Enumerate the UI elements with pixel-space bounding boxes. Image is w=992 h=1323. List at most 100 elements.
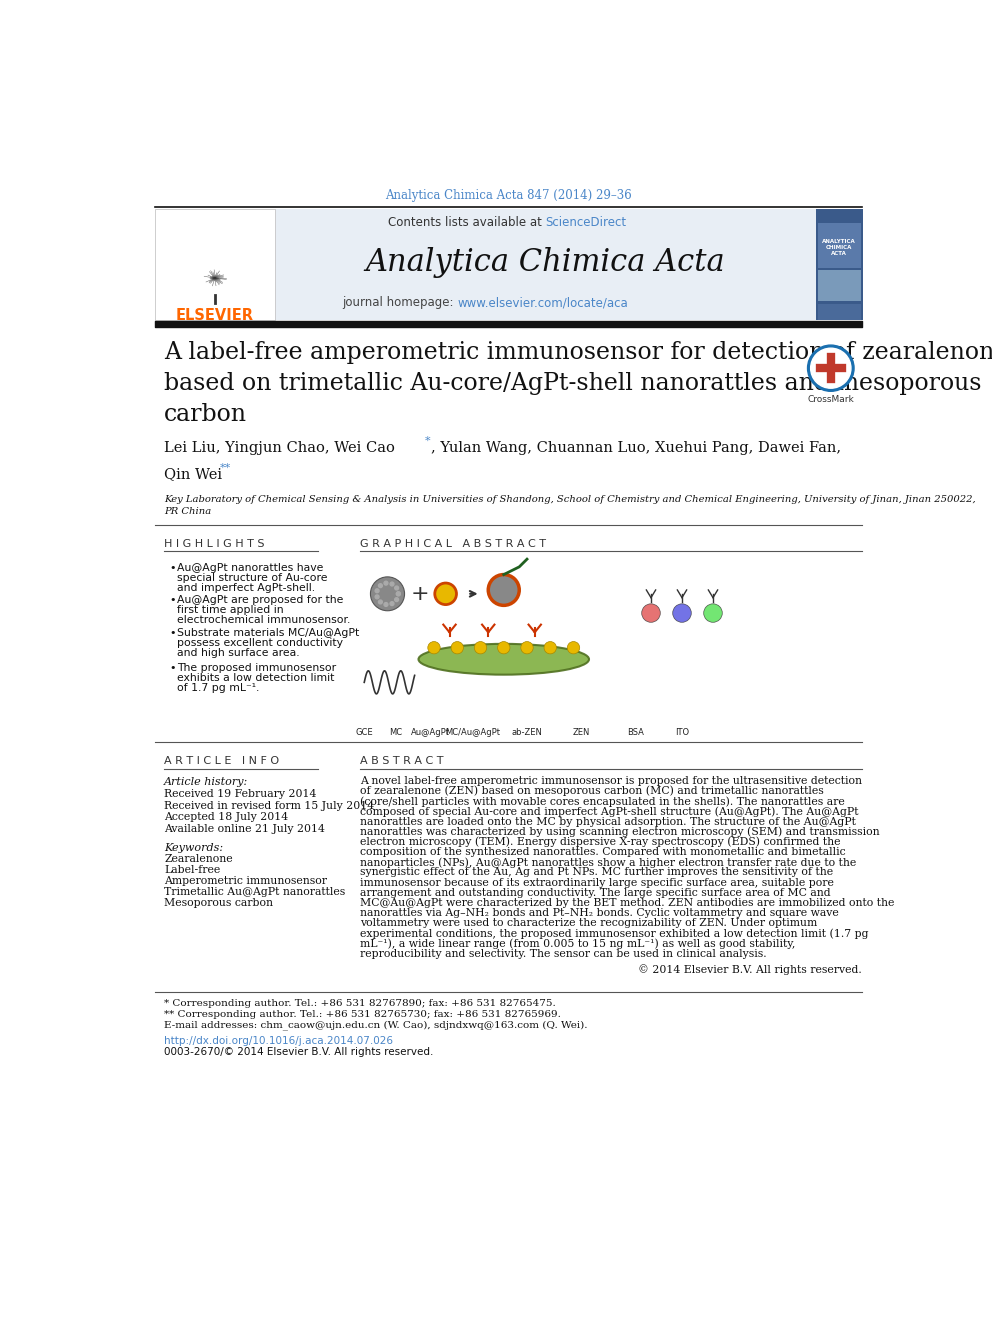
Text: Zearalenone: Zearalenone	[165, 855, 233, 864]
Text: Au@AgPt: Au@AgPt	[411, 728, 449, 737]
Text: voltammetry were used to characterize the recognizability of ZEN. Under optimum: voltammetry were used to characterize th…	[360, 918, 817, 929]
Text: Mesoporous carbon: Mesoporous carbon	[165, 897, 274, 908]
Circle shape	[379, 601, 382, 603]
Text: composed of special Au-core and imperfect AgPt-shell structure (Au@AgPt). The Au: composed of special Au-core and imperfec…	[360, 806, 859, 816]
Text: * Corresponding author. Tel.: +86 531 82767890; fax: +86 531 82765475.: * Corresponding author. Tel.: +86 531 82…	[165, 999, 557, 1008]
FancyBboxPatch shape	[817, 224, 861, 269]
Circle shape	[810, 348, 851, 388]
Text: , Yulan Wang, Chuannan Luo, Xuehui Pang, Dawei Fan,: , Yulan Wang, Chuannan Luo, Xuehui Pang,…	[431, 441, 841, 455]
FancyBboxPatch shape	[155, 209, 275, 320]
Text: special structure of Au-core: special structure of Au-core	[177, 573, 327, 583]
Text: MC/Au@AgPt: MC/Au@AgPt	[445, 728, 500, 737]
Text: exhibits a low detection limit: exhibits a low detection limit	[177, 673, 334, 683]
Text: nanoparticles (NPs), Au@AgPt nanorattles show a higher electron transfer rate du: nanoparticles (NPs), Au@AgPt nanorattles…	[360, 857, 857, 868]
Circle shape	[428, 642, 440, 654]
Circle shape	[567, 642, 579, 654]
Text: carbon: carbon	[165, 404, 247, 426]
Text: A novel label-free amperometric immunosensor is proposed for the ultrasensitive : A novel label-free amperometric immunose…	[360, 775, 862, 786]
Text: •: •	[169, 595, 176, 606]
Text: E-mail addresses: chm_caow@ujn.edu.cn (W. Cao), sdjndxwq@163.com (Q. Wei).: E-mail addresses: chm_caow@ujn.edu.cn (W…	[165, 1020, 588, 1031]
Circle shape	[390, 582, 394, 586]
Text: nanorattles are loaded onto the MC by physical adsorption. The structure of the : nanorattles are loaded onto the MC by ph…	[360, 816, 856, 827]
Text: Available online 21 July 2014: Available online 21 July 2014	[165, 824, 325, 833]
Text: **: **	[220, 463, 231, 474]
FancyBboxPatch shape	[817, 303, 861, 320]
Text: first time applied in: first time applied in	[177, 606, 284, 615]
Text: nanorattles via Ag–NH₂ bonds and Pt–NH₂ bonds. Cyclic voltammetry and square wav: nanorattles via Ag–NH₂ bonds and Pt–NH₂ …	[360, 908, 839, 918]
Text: ANALYTICA
CHIMICA
ACTA: ANALYTICA CHIMICA ACTA	[822, 238, 856, 257]
Circle shape	[807, 345, 854, 392]
Text: www.elsevier.com/locate/aca: www.elsevier.com/locate/aca	[457, 296, 628, 310]
Text: •: •	[169, 663, 176, 673]
Text: http://dx.doi.org/10.1016/j.aca.2014.07.026: http://dx.doi.org/10.1016/j.aca.2014.07.…	[165, 1036, 393, 1046]
Circle shape	[384, 581, 388, 585]
Circle shape	[488, 574, 519, 606]
Text: electrochemical immunosensor.: electrochemical immunosensor.	[177, 615, 350, 626]
FancyBboxPatch shape	[275, 209, 816, 320]
Text: synergistic effect of the Au, Ag and Pt NPs. MC further improves the sensitivity: synergistic effect of the Au, Ag and Pt …	[360, 868, 833, 877]
Text: and imperfect AgPt-shell.: and imperfect AgPt-shell.	[177, 583, 314, 593]
Text: experimental conditions, the proposed immunosensor exhibited a low detection lim: experimental conditions, the proposed im…	[360, 929, 869, 938]
Text: (core/shell particles with movable cores encapsulated in the shells). The nanora: (core/shell particles with movable cores…	[360, 796, 845, 807]
Text: © 2014 Elsevier B.V. All rights reserved.: © 2014 Elsevier B.V. All rights reserved…	[638, 964, 862, 975]
Text: Au@AgPt nanorattles have: Au@AgPt nanorattles have	[177, 564, 323, 573]
Text: ELSEVIER: ELSEVIER	[176, 307, 254, 323]
Text: Analytica Chimica Acta 847 (2014) 29–36: Analytica Chimica Acta 847 (2014) 29–36	[385, 189, 632, 202]
FancyBboxPatch shape	[817, 270, 861, 302]
Text: CrossMark: CrossMark	[807, 394, 854, 404]
Circle shape	[451, 642, 463, 654]
Text: MC: MC	[389, 728, 402, 737]
Text: GCE: GCE	[355, 728, 373, 737]
Text: reproducibility and selectivity. The sensor can be used in clinical analysis.: reproducibility and selectivity. The sen…	[360, 949, 767, 959]
Text: The proposed immunosensor: The proposed immunosensor	[177, 663, 336, 673]
FancyBboxPatch shape	[816, 209, 863, 320]
Text: Keywords:: Keywords:	[165, 843, 223, 853]
Text: Received in revised form 15 July 2014: Received in revised form 15 July 2014	[165, 800, 374, 811]
Text: Accepted 18 July 2014: Accepted 18 July 2014	[165, 812, 289, 822]
Text: A label-free amperometric immunosensor for detection of zearalenone: A label-free amperometric immunosensor f…	[165, 341, 992, 364]
Circle shape	[375, 589, 379, 593]
Text: •: •	[169, 564, 176, 573]
Circle shape	[397, 591, 401, 595]
Text: Label-free: Label-free	[165, 865, 220, 876]
Circle shape	[379, 583, 382, 587]
Text: G R A P H I C A L   A B S T R A C T: G R A P H I C A L A B S T R A C T	[360, 538, 547, 549]
Ellipse shape	[419, 644, 589, 675]
Text: based on trimetallic Au-core/AgPt-shell nanorattles and mesoporous: based on trimetallic Au-core/AgPt-shell …	[165, 372, 982, 396]
Text: •: •	[169, 628, 176, 639]
Circle shape	[375, 595, 379, 599]
Text: immunosensor because of its extraordinarily large specific surface area, suitabl: immunosensor because of its extraordinar…	[360, 877, 834, 888]
Text: ITO: ITO	[675, 728, 689, 737]
Text: H I G H L I G H T S: H I G H L I G H T S	[165, 538, 265, 549]
Text: journal homepage:: journal homepage:	[342, 296, 457, 310]
Text: BSA: BSA	[627, 728, 644, 737]
Circle shape	[642, 603, 661, 622]
Circle shape	[395, 598, 399, 602]
Circle shape	[390, 602, 394, 606]
Text: *: *	[425, 437, 431, 446]
Text: 0003-2670/© 2014 Elsevier B.V. All rights reserved.: 0003-2670/© 2014 Elsevier B.V. All right…	[165, 1046, 434, 1057]
Circle shape	[474, 642, 487, 654]
Text: Analytica Chimica Acta: Analytica Chimica Acta	[366, 247, 725, 278]
Text: Substrate materials MC/Au@AgPt: Substrate materials MC/Au@AgPt	[177, 628, 359, 639]
Text: PR China: PR China	[165, 507, 211, 516]
Text: mL⁻¹), a wide linear range (from 0.005 to 15 ng mL⁻¹) as well as good stability,: mL⁻¹), a wide linear range (from 0.005 t…	[360, 938, 796, 949]
Circle shape	[434, 583, 456, 605]
Circle shape	[395, 586, 399, 590]
Text: and high surface area.: and high surface area.	[177, 648, 300, 659]
Circle shape	[397, 591, 401, 595]
Text: Received 19 February 2014: Received 19 February 2014	[165, 789, 316, 799]
Text: A R T I C L E   I N F O: A R T I C L E I N F O	[165, 755, 280, 766]
Text: Trimetallic Au@AgPt nanorattles: Trimetallic Au@AgPt nanorattles	[165, 886, 345, 897]
Text: Qin Wei: Qin Wei	[165, 467, 222, 482]
Text: possess excellent conductivity: possess excellent conductivity	[177, 639, 342, 648]
Text: Key Laboratory of Chemical Sensing & Analysis in Universities of Shandong, Schoo: Key Laboratory of Chemical Sensing & Ana…	[165, 495, 976, 504]
Text: Amperometric immunosensor: Amperometric immunosensor	[165, 876, 327, 886]
Circle shape	[703, 603, 722, 622]
Text: ScienceDirect: ScienceDirect	[546, 216, 627, 229]
Text: A B S T R A C T: A B S T R A C T	[360, 755, 443, 766]
Text: Article history:: Article history:	[165, 778, 249, 787]
Text: of zearalenone (ZEN) based on mesoporous carbon (MC) and trimetallic nanorattles: of zearalenone (ZEN) based on mesoporous…	[360, 786, 824, 796]
Text: Au@AgPt are proposed for the: Au@AgPt are proposed for the	[177, 595, 343, 606]
Text: arrangement and outstanding conductivity. The large specific surface area of MC : arrangement and outstanding conductivity…	[360, 888, 831, 898]
